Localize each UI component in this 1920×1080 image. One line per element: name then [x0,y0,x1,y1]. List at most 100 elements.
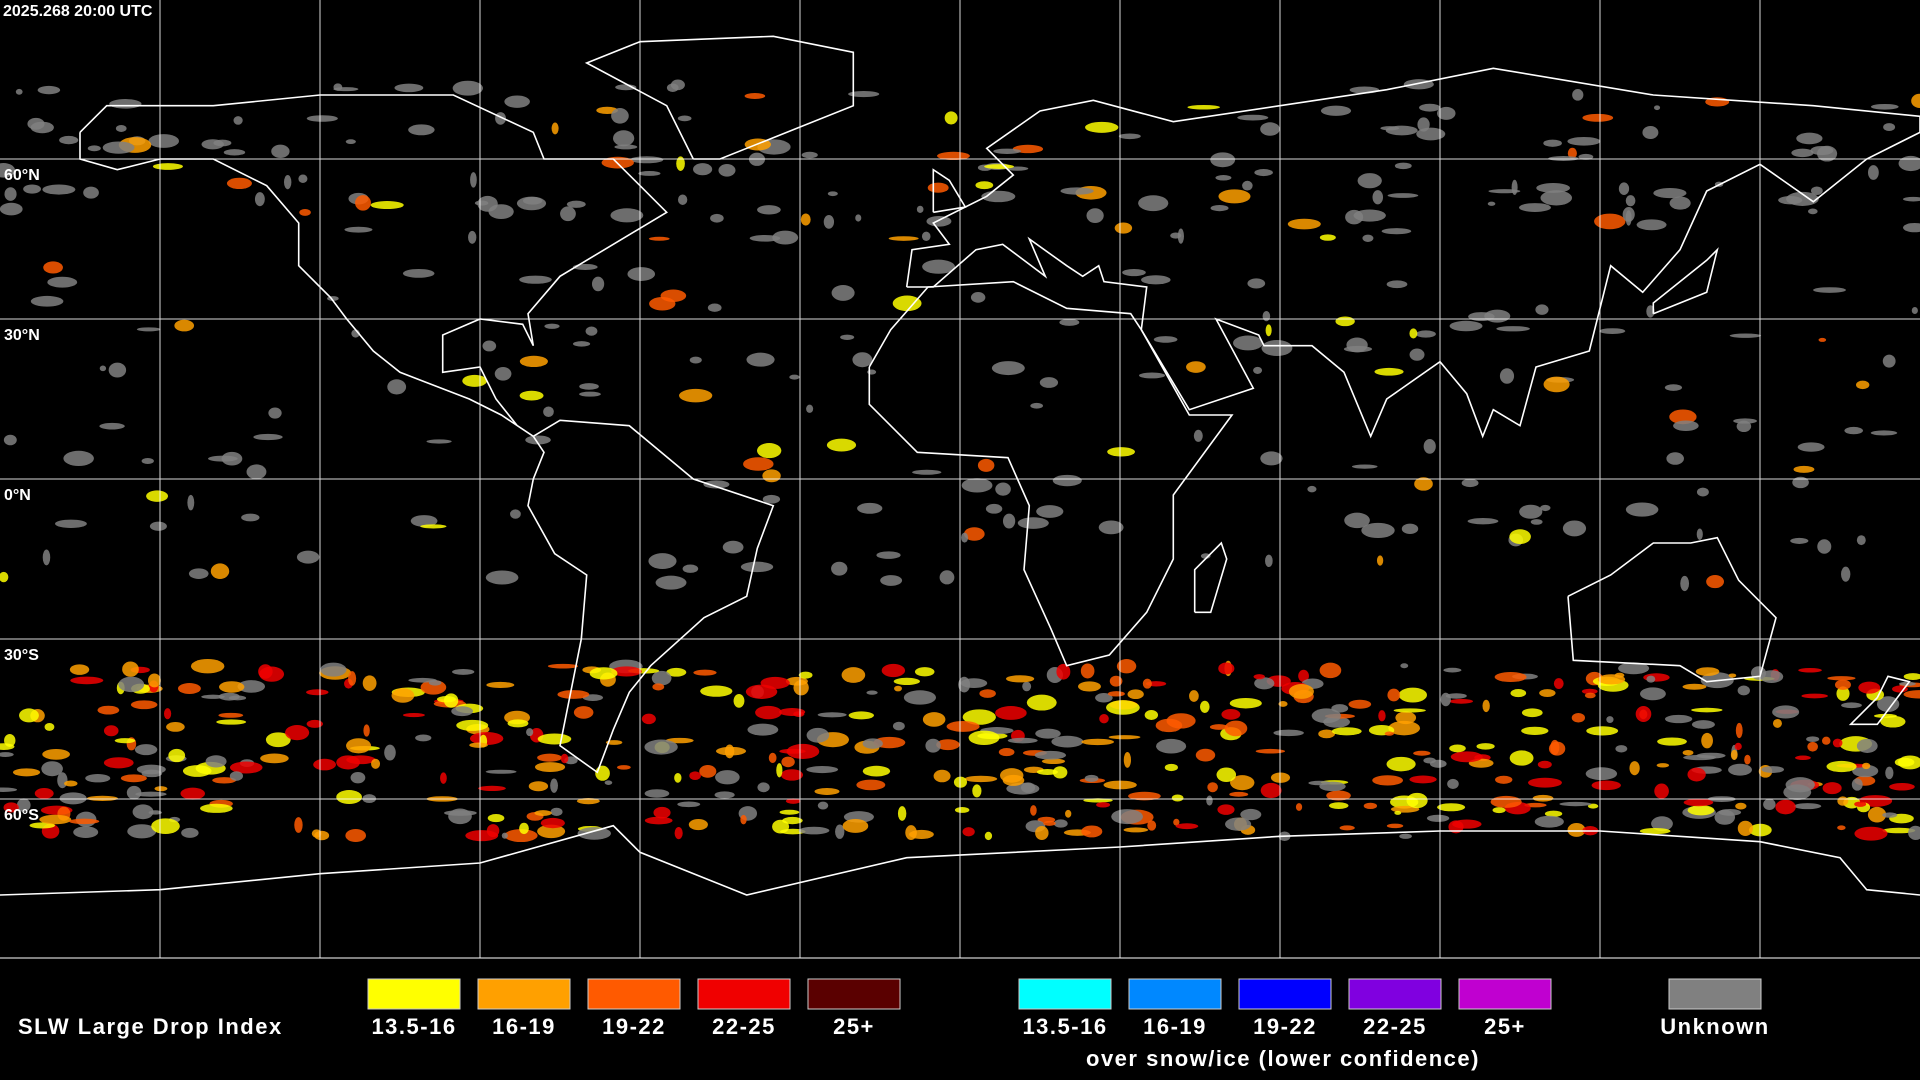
cloud-patch [1567,823,1586,837]
cloud-patch [1795,755,1811,760]
cloud-patch [1492,807,1506,814]
cloud-patch [487,814,505,823]
cloud-patch [939,570,955,585]
cloud-patch [1348,699,1372,709]
cloud-patch [1894,757,1915,767]
cloud-patch [1911,93,1920,109]
cloud-patch [1594,213,1626,230]
cloud-patch [141,457,154,465]
legend-title: SLW Large Drop Index [18,1014,283,1039]
cloud-patch [1225,817,1252,831]
cloud-patch [223,149,246,156]
cloud-patch [1413,750,1431,756]
cloud-patch [1807,741,1818,752]
cloud-patch [1260,451,1283,466]
cloud-patch [306,689,329,696]
cloud-patch [648,553,677,570]
cloud-patch [501,832,508,839]
cloud-patch [208,455,238,462]
cloud-patch [320,662,347,677]
cloud-patch [1254,677,1275,690]
cloud-patch [1585,767,1618,781]
cloud-patch [528,781,549,792]
cloud-patch [1153,336,1178,343]
cloud-patch [1156,738,1187,754]
snow-ice-swatch [1458,978,1552,1010]
cloud-patch [993,148,1022,154]
cloud-patch [762,469,781,483]
timestamp: 2025.268 20:00 UTC [3,3,153,20]
cloud-patch [744,93,766,99]
cloud-patch [1056,663,1071,680]
cloud-patch [960,678,988,689]
cloud-patch [1237,114,1269,121]
cloud-patch [1903,196,1920,202]
cloud-patch [936,151,970,161]
cloud-patch [1386,756,1416,772]
cloud-patch [962,709,996,725]
cloud-patch [87,145,101,152]
cloud-patch [768,752,777,764]
cloud-patch [151,818,180,835]
cloud-patch [64,780,78,787]
cloud-patch [1841,566,1851,582]
cloud-patch [1414,477,1433,491]
cloud-patch [1384,731,1394,736]
cloud-patch [1247,278,1266,289]
cloud-patch [311,829,322,838]
cloud-patch [188,568,209,579]
cloud-patch [757,443,782,459]
cloud-patch [485,570,519,585]
cloud-patch [1793,803,1822,810]
cloud-patch [1854,826,1888,841]
cloud-patch [1528,777,1562,788]
cloud-patch [470,172,477,188]
cloud-patch [1085,121,1119,133]
cloud-patch [1107,691,1125,697]
cloud-patch [1445,693,1467,699]
cloud-patch [1339,825,1355,831]
cloud-patch [710,213,724,223]
cloud-patch [408,124,435,136]
cloud-patch [1437,803,1466,812]
cloud-patch [1086,208,1104,224]
cloud-patch [494,367,512,381]
cloud-patch [1885,766,1894,780]
cloud-patch [1687,767,1706,782]
coastline [1567,536,1777,683]
cloud-patch [200,803,233,813]
cloud-patch [585,326,598,336]
cloud-patch [757,782,770,793]
cloud-patch [426,439,452,444]
cloud-patch [1537,760,1552,769]
cloud-patch [1081,825,1103,838]
cloud-patch [444,810,477,816]
cloud-patch [655,575,687,590]
cloud-patch [436,696,456,703]
cloud-patch [1790,537,1809,544]
cloud-patch [1026,694,1057,711]
cloud-patch [187,494,195,511]
cloud-patch [1691,720,1715,729]
cloud-patch [540,817,565,829]
cloud-patch [1622,207,1635,222]
cloud-patch [1123,751,1132,768]
cloud-patch [1417,117,1430,132]
cloud-patch [1357,173,1382,189]
cloud-patch [299,209,311,216]
snow-ice-swatch [1238,978,1332,1010]
cloud-patch [1892,685,1908,693]
cloud-patch [59,792,87,805]
cloud-patch [963,527,985,541]
cloud-patch [1807,208,1818,215]
cloud-patch [83,186,99,199]
cloud-patch [1118,133,1141,140]
cloud-patch [350,772,366,784]
cloud-patch [1108,735,1141,740]
cloud-patch [346,738,372,754]
lat-label: 30°N [4,327,40,344]
cloud-patch [862,765,891,777]
cloud-patch [482,340,497,352]
cloud-patch [537,753,562,762]
cloud-patch [1651,816,1673,832]
